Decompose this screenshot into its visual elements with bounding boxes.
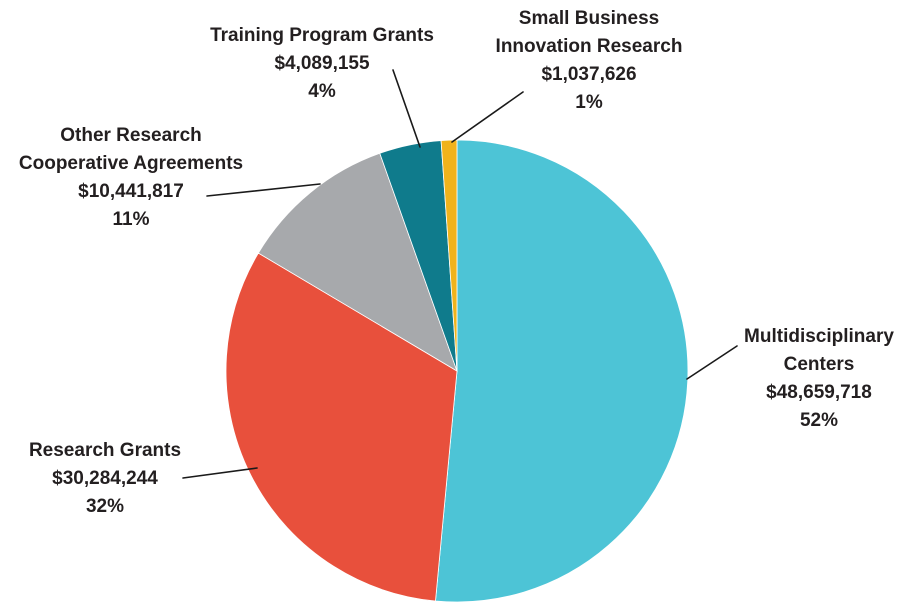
slice-name-line: Innovation Research bbox=[495, 36, 683, 57]
leader-line-training-program-grants bbox=[392, 69, 421, 148]
label-multidisciplinary-centers: Multidisciplinary Centers $48,659,718 52… bbox=[724, 323, 914, 435]
slice-name-line: Research Grants bbox=[28, 440, 182, 461]
pie-slice-small-business-innovation-research bbox=[440, 139, 458, 372]
label-research-grants: Research Grants $30,284,244 32% bbox=[5, 437, 205, 521]
leader-line-small-business-innovation-research bbox=[451, 91, 524, 143]
pie-slice-research-grants bbox=[225, 252, 458, 602]
slice-percent: 32% bbox=[85, 496, 125, 517]
slice-name-line: Cooperative Agreements bbox=[18, 153, 244, 174]
leader-line-multidisciplinary-centers bbox=[686, 345, 738, 380]
slice-amount: $4,089,155 bbox=[274, 53, 370, 74]
leader-lines-group bbox=[182, 69, 738, 479]
slice-name-line: Small Business bbox=[518, 8, 660, 29]
slice-percent: 1% bbox=[575, 92, 603, 113]
slice-amount: $30,284,244 bbox=[52, 468, 158, 489]
slice-amount: $48,659,718 bbox=[766, 382, 872, 403]
leader-line-other-research-cooperative-agreements bbox=[206, 183, 321, 197]
label-training-program-grants: Training Program Grants $4,089,155 4% bbox=[193, 22, 451, 106]
slice-name-line: Centers bbox=[783, 354, 855, 375]
slice-name-line: Other Research bbox=[60, 125, 202, 146]
slice-name-line: Training Program Grants bbox=[210, 25, 434, 46]
slice-percent: 52% bbox=[799, 410, 839, 431]
slice-amount: $10,441,817 bbox=[78, 181, 184, 202]
leader-line-research-grants bbox=[182, 467, 258, 479]
slice-percent: 4% bbox=[308, 81, 336, 102]
pie-slices-group bbox=[225, 139, 689, 603]
label-other-research-cooperative-agreements: Other Research Cooperative Agreements $1… bbox=[0, 122, 262, 234]
label-small-business-innovation-research: Small Business Innovation Research $1,03… bbox=[475, 5, 703, 117]
slice-percent: 11% bbox=[112, 209, 150, 230]
slice-amount: $1,037,626 bbox=[541, 64, 637, 85]
pie-slice-multidisciplinary-centers bbox=[435, 139, 689, 603]
slice-name-line: Multidisciplinary bbox=[744, 326, 894, 347]
pie-slice-other-research-cooperative-agreements bbox=[257, 152, 458, 372]
